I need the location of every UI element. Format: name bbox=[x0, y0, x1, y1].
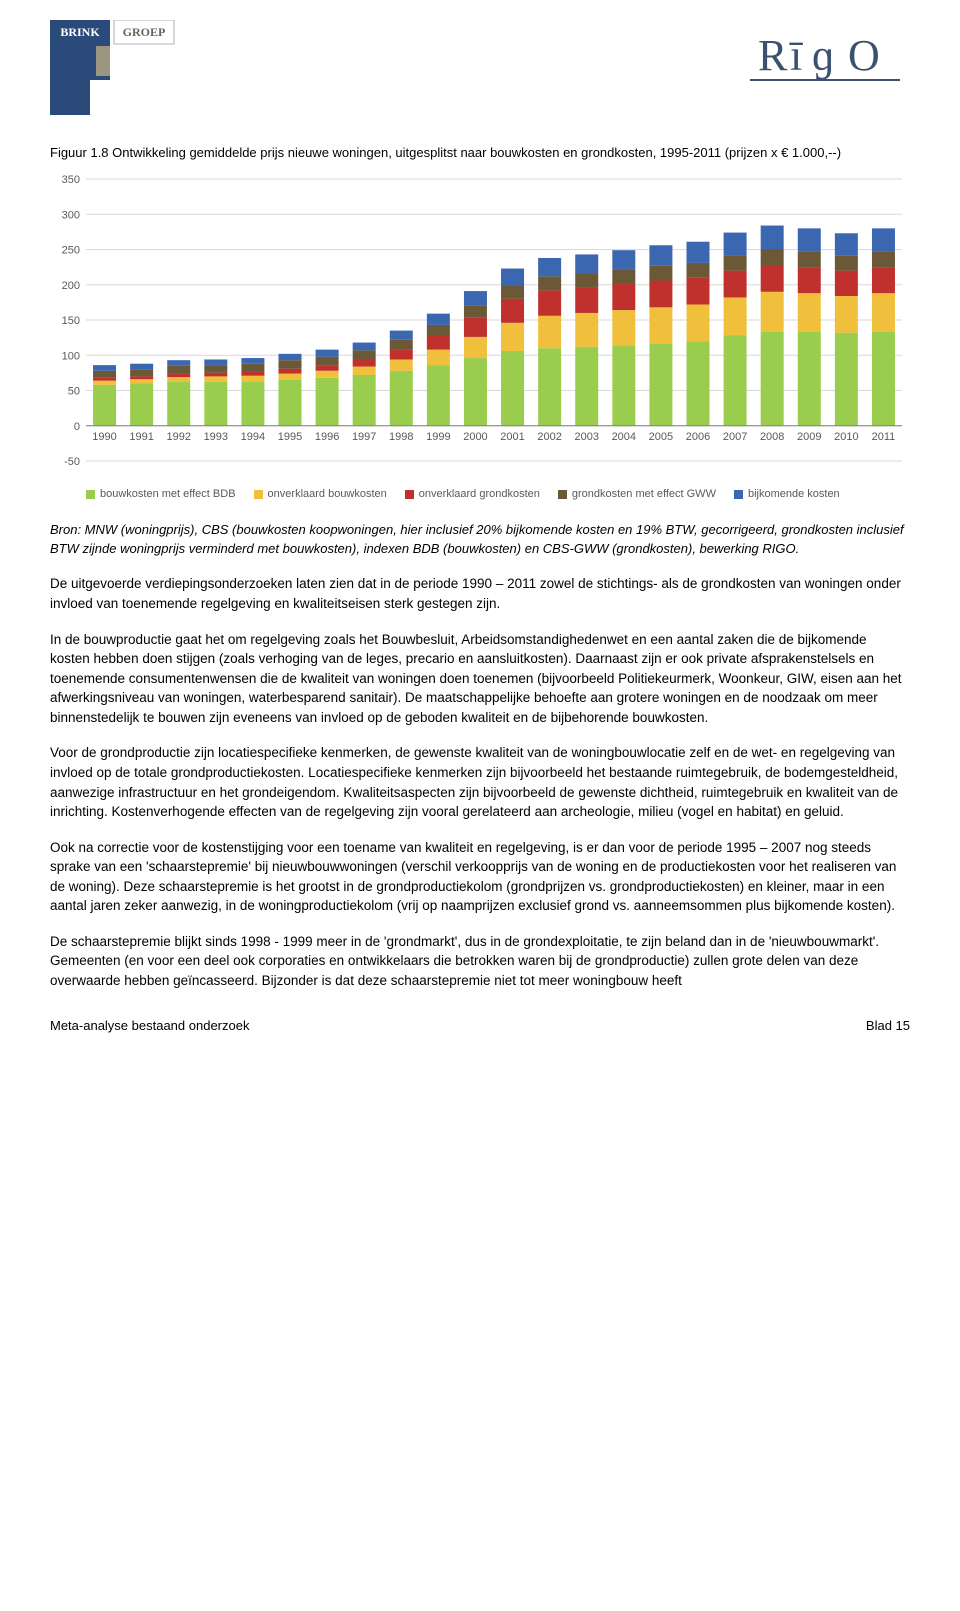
svg-text:300: 300 bbox=[62, 209, 80, 221]
rigo-logo: R ī ɡ O bbox=[740, 28, 910, 98]
svg-text:2004: 2004 bbox=[612, 431, 636, 443]
legend-swatch bbox=[86, 490, 95, 499]
legend-swatch bbox=[405, 490, 414, 499]
svg-text:200: 200 bbox=[62, 280, 80, 292]
legend-label: onverklaard grondkosten bbox=[419, 487, 540, 503]
logo-left-text1: BRINK bbox=[60, 25, 100, 39]
svg-text:250: 250 bbox=[62, 244, 80, 256]
brink-groep-logo: BRINK GROEP bbox=[50, 20, 210, 120]
svg-text:1996: 1996 bbox=[315, 431, 339, 443]
body-paragraph: De schaarstepremie blijkt sinds 1998 - 1… bbox=[50, 932, 910, 991]
chart-source-note: Bron: MNW (woningprijs), CBS (bouwkosten… bbox=[50, 521, 910, 559]
svg-text:1997: 1997 bbox=[352, 431, 376, 443]
svg-text:150: 150 bbox=[62, 315, 80, 327]
chart-container: -50 0 50 100 150 200 250 300 350 1990 1991 1992 1993… bbox=[50, 173, 910, 503]
legend-label: bouwkosten met effect BDB bbox=[100, 487, 236, 503]
body-paragraph: Ook na correctie voor de kostenstijging … bbox=[50, 838, 910, 916]
legend-swatch bbox=[254, 490, 263, 499]
legend-label: onverklaard bouwkosten bbox=[268, 487, 387, 503]
chart-legend: bouwkosten met effect BDB onverklaard bou… bbox=[86, 487, 910, 503]
svg-text:2002: 2002 bbox=[537, 431, 561, 443]
svg-text:1991: 1991 bbox=[129, 431, 153, 443]
svg-text:50: 50 bbox=[68, 385, 80, 397]
legend-item: bijkomende kosten bbox=[734, 487, 840, 503]
footer-left: Meta-analyse bestaand onderzoek bbox=[50, 1017, 249, 1036]
legend-item: onverklaard bouwkosten bbox=[254, 487, 387, 503]
svg-text:2000: 2000 bbox=[463, 431, 487, 443]
svg-text:1995: 1995 bbox=[278, 431, 302, 443]
svg-text:2010: 2010 bbox=[834, 431, 858, 443]
svg-text:2003: 2003 bbox=[574, 431, 598, 443]
body-text: De uitgevoerde verdiepingsonderzoeken la… bbox=[50, 574, 910, 990]
legend-label: grondkosten met effect GWW bbox=[572, 487, 716, 503]
svg-text:0: 0 bbox=[74, 421, 80, 433]
page-footer: Meta-analyse bestaand onderzoek Blad 15 bbox=[50, 1017, 910, 1036]
svg-text:2007: 2007 bbox=[723, 431, 747, 443]
svg-text:1998: 1998 bbox=[389, 431, 413, 443]
body-paragraph: Voor de grondproductie zijn locatiespeci… bbox=[50, 743, 910, 821]
stacked-bar-chart: -50 0 50 100 150 200 250 300 350 1990 1991 1992 1993… bbox=[50, 173, 910, 483]
logo-left-text2: GROEP bbox=[123, 25, 166, 39]
svg-text:100: 100 bbox=[62, 350, 80, 362]
footer-right: Blad 15 bbox=[866, 1017, 910, 1036]
page-header: BRINK GROEP R ī ɡ O bbox=[50, 20, 910, 120]
svg-text:R: R bbox=[758, 31, 789, 80]
svg-text:1993: 1993 bbox=[204, 431, 228, 443]
svg-text:2006: 2006 bbox=[686, 431, 710, 443]
legend-swatch bbox=[734, 490, 743, 499]
legend-item: bouwkosten met effect BDB bbox=[86, 487, 236, 503]
legend-label: bijkomende kosten bbox=[748, 487, 840, 503]
svg-text:350: 350 bbox=[62, 174, 80, 186]
svg-text:1994: 1994 bbox=[241, 431, 265, 443]
svg-text:2008: 2008 bbox=[760, 431, 784, 443]
legend-item: onverklaard grondkosten bbox=[405, 487, 540, 503]
body-paragraph: De uitgevoerde verdiepingsonderzoeken la… bbox=[50, 574, 910, 613]
svg-text:ɡ: ɡ bbox=[812, 31, 834, 80]
figure-caption: Figuur 1.8 Ontwikkeling gemiddelde prijs… bbox=[50, 144, 910, 163]
svg-text:-50: -50 bbox=[64, 456, 80, 468]
svg-text:1990: 1990 bbox=[92, 431, 116, 443]
legend-item: grondkosten met effect GWW bbox=[558, 487, 716, 503]
body-paragraph: In de bouwproductie gaat het om regelgev… bbox=[50, 630, 910, 728]
svg-text:ī: ī bbox=[789, 31, 803, 80]
legend-swatch bbox=[558, 490, 567, 499]
svg-text:O: O bbox=[848, 31, 880, 80]
svg-text:2005: 2005 bbox=[649, 431, 673, 443]
svg-text:2009: 2009 bbox=[797, 431, 821, 443]
svg-text:2011: 2011 bbox=[872, 431, 896, 443]
svg-text:1992: 1992 bbox=[166, 431, 190, 443]
svg-text:1999: 1999 bbox=[426, 431, 450, 443]
svg-text:2001: 2001 bbox=[500, 431, 524, 443]
